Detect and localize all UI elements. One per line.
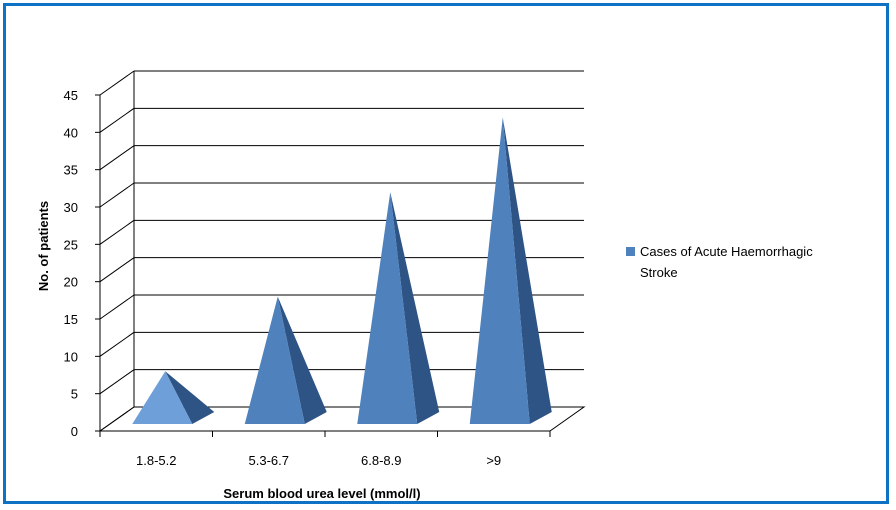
x-tick-labels: 1.8-5.2 5.3-6.7 6.8-8.9 >9: [136, 453, 501, 468]
x-tick-label: 1.8-5.2: [136, 453, 176, 468]
x-tick-label: >9: [486, 453, 501, 468]
x-tick-label: 6.8-8.9: [361, 453, 401, 468]
legend-label-line-2: Stroke: [640, 265, 678, 280]
pyramid-side-face: [502, 117, 552, 425]
axes: [95, 71, 586, 437]
y-tick-label: 15: [64, 312, 78, 327]
y-tick-label: 5: [71, 387, 78, 402]
y-tick-label: 45: [64, 88, 78, 103]
gridline-side: [99, 70, 135, 96]
pyramid-front-face: [469, 117, 530, 425]
y-tick-labels: 0 5 10 15 20 25 30 35 40 45: [64, 88, 78, 439]
y-tick-label: 35: [64, 163, 78, 178]
floor: [98, 406, 586, 432]
pyramid-front-face: [132, 371, 193, 424]
pyramid-bar[interactable]: [357, 192, 440, 424]
legend[interactable]: Cases of Acute Haemorrhagic Stroke: [626, 244, 813, 280]
gridline-side: [99, 257, 135, 283]
pyramid-bar[interactable]: [132, 371, 215, 424]
x-tick-label: 5.3-6.7: [249, 453, 289, 468]
gridline-side: [99, 182, 135, 208]
pyramid-bar[interactable]: [469, 117, 552, 425]
y-tick-label: 30: [64, 200, 78, 215]
pyramid-side-face: [390, 192, 440, 424]
pyramid-side-face: [277, 296, 327, 424]
gridline-side: [99, 369, 135, 395]
gridline-side: [99, 145, 135, 171]
x-axis-title: Serum blood urea level (mmol/l): [223, 486, 420, 501]
legend-swatch: [626, 247, 635, 256]
gridline-side: [99, 219, 135, 245]
pyramid-bar[interactable]: [244, 296, 327, 424]
pyramid-front-face: [357, 192, 418, 424]
y-tick-label: 25: [64, 237, 78, 252]
y-tick-label: 0: [71, 424, 78, 439]
y-tick-label: 10: [64, 349, 78, 364]
y-axis-title: No. of patients: [36, 201, 51, 291]
gridline-side: [99, 294, 135, 320]
pyramid-front-face: [244, 296, 305, 424]
gridline-side: [99, 331, 135, 357]
legend-label-line-1: Cases of Acute Haemorrhagic: [640, 244, 813, 259]
y-tick-label: 40: [64, 125, 78, 140]
y-tick-label: 20: [64, 275, 78, 290]
gridline-side: [99, 107, 135, 133]
pyramid-side-face: [165, 371, 215, 424]
pyramid-bars: [132, 117, 552, 425]
